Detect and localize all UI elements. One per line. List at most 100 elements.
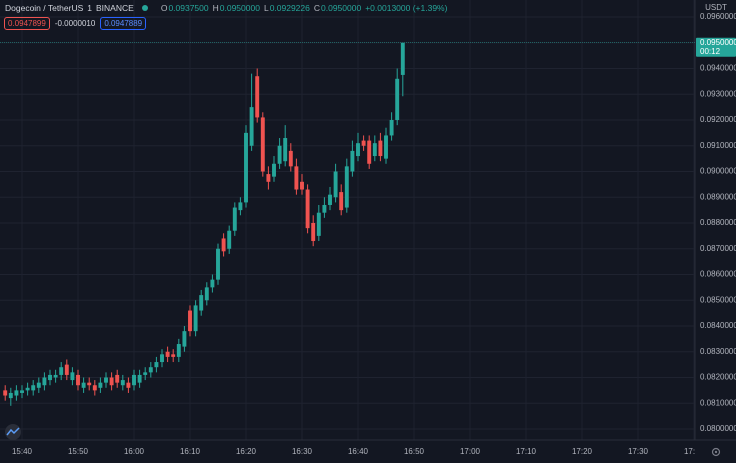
interval: 1 [87, 3, 93, 13]
header: Dogecoin / TetherUS 1 BINANCE O 0.0937500… [5, 3, 447, 13]
legend-key: C [313, 3, 321, 13]
x-tick-label: 16:30 [292, 447, 313, 456]
candle-body [260, 117, 265, 172]
x-tick-label: 17:00 [460, 447, 481, 456]
candle-body [104, 377, 108, 383]
candle-body [400, 42, 405, 75]
currency: USDT [705, 3, 727, 12]
y-tick-label: 0.0880000 [700, 218, 736, 227]
candle-body [154, 362, 159, 368]
candle-body [333, 171, 338, 198]
candle-body [76, 374, 80, 386]
candle-body [3, 390, 8, 396]
countdown: 00:12 [700, 47, 721, 56]
spread: -0.0000010 [54, 19, 96, 28]
candle-body [272, 163, 276, 177]
ask[interactable]: 0.0947889 [100, 17, 147, 30]
candle-body [372, 143, 377, 157]
settings-icon[interactable] [711, 447, 721, 457]
candle-body [176, 344, 181, 357]
candle-body [160, 354, 164, 363]
y-tick-label: 0.0810000 [700, 398, 736, 407]
status-dot [141, 5, 148, 11]
exchange: BINANCE [96, 3, 134, 13]
x-tick-label: 16:40 [348, 447, 369, 456]
candle-body [188, 310, 192, 332]
candle-body [132, 374, 136, 386]
candle-body [8, 392, 13, 399]
candle-body [193, 305, 198, 332]
candle-body [339, 192, 344, 211]
candle-body [283, 138, 288, 162]
candle-body [165, 351, 170, 357]
x-tick-label: 15:50 [68, 447, 89, 456]
time-axis: 15:40 15:50 16:00 16:10 16:20 16:30 16:40 16:50… [12, 447, 705, 456]
y-tick-label: 0.0910000 [700, 141, 736, 150]
candle-body [294, 166, 299, 190]
x-tick-label: 17:40 [684, 447, 705, 456]
bid[interactable]: 0.0947899 [4, 17, 50, 30]
candle-body [210, 279, 215, 288]
legend-value: 0.0950000 [219, 3, 260, 13]
candle-body [356, 143, 360, 157]
candle-body [395, 78, 400, 120]
candle-body [92, 385, 97, 391]
x-tick-label: 15:40 [12, 447, 33, 456]
quote-boxes: 0.0947899 -0.0000010 0.0947889 [4, 17, 147, 30]
y-tick-label: 0.0960000 [700, 12, 736, 21]
legend-key: H [212, 3, 219, 13]
candle-body [64, 364, 69, 375]
candle-body [120, 380, 125, 386]
candle-body [216, 248, 220, 280]
candle-body [367, 140, 372, 164]
candle-body [53, 374, 58, 378]
candle-body [221, 238, 226, 252]
legend-value: 0.0937500 [168, 3, 209, 13]
legend-value: 0.0950000 [321, 3, 362, 13]
candle-body [255, 76, 260, 118]
y-tick-label: 0.0890000 [700, 192, 736, 201]
x-tick-label: 17:10 [516, 447, 537, 456]
candle-body [244, 132, 248, 203]
x-tick-label: 17:30 [628, 447, 649, 456]
y-tick-label: 0.0850000 [700, 295, 736, 304]
candle-body [389, 119, 394, 136]
candle-body [199, 295, 204, 311]
price-axis: 0.0800000 0.0810000 0.0820000 0.0830000 0.08… [700, 12, 736, 433]
candle-body [81, 382, 86, 388]
candles [3, 42, 405, 406]
candle-body [378, 140, 383, 157]
candle-body [305, 189, 310, 229]
logo [5, 424, 21, 440]
candle-body [316, 212, 321, 236]
y-tick-label: 0.0920000 [700, 115, 736, 124]
grid [0, 0, 695, 440]
candle-body [238, 202, 243, 211]
candle-body [288, 150, 293, 167]
candle-body [31, 385, 36, 391]
candle-body [171, 354, 176, 357]
candle-body [115, 374, 120, 383]
y-tick-label: 0.0800000 [700, 424, 736, 433]
candle-body [98, 382, 103, 388]
candle-body [137, 374, 142, 383]
candle-body [227, 230, 232, 249]
candle-body [384, 135, 388, 159]
candle-body [48, 374, 52, 381]
candle-body [232, 207, 237, 231]
x-tick-label: 16:50 [404, 447, 425, 456]
candle-body [361, 140, 366, 146]
candle-body [344, 166, 349, 208]
candle-body [266, 174, 271, 182]
y-tick-label: 0.0940000 [700, 64, 736, 73]
legend-key: O [160, 3, 168, 13]
y-tick-label: 0.0930000 [700, 89, 736, 98]
candle-body [300, 181, 304, 190]
candle-body [14, 390, 19, 396]
symbol: Dogecoin / TetherUS [5, 3, 84, 13]
candle-body [59, 367, 64, 375]
y-tick-label: 0.0870000 [700, 244, 736, 253]
price-tag-box [696, 37, 736, 57]
candle-body [87, 382, 92, 386]
